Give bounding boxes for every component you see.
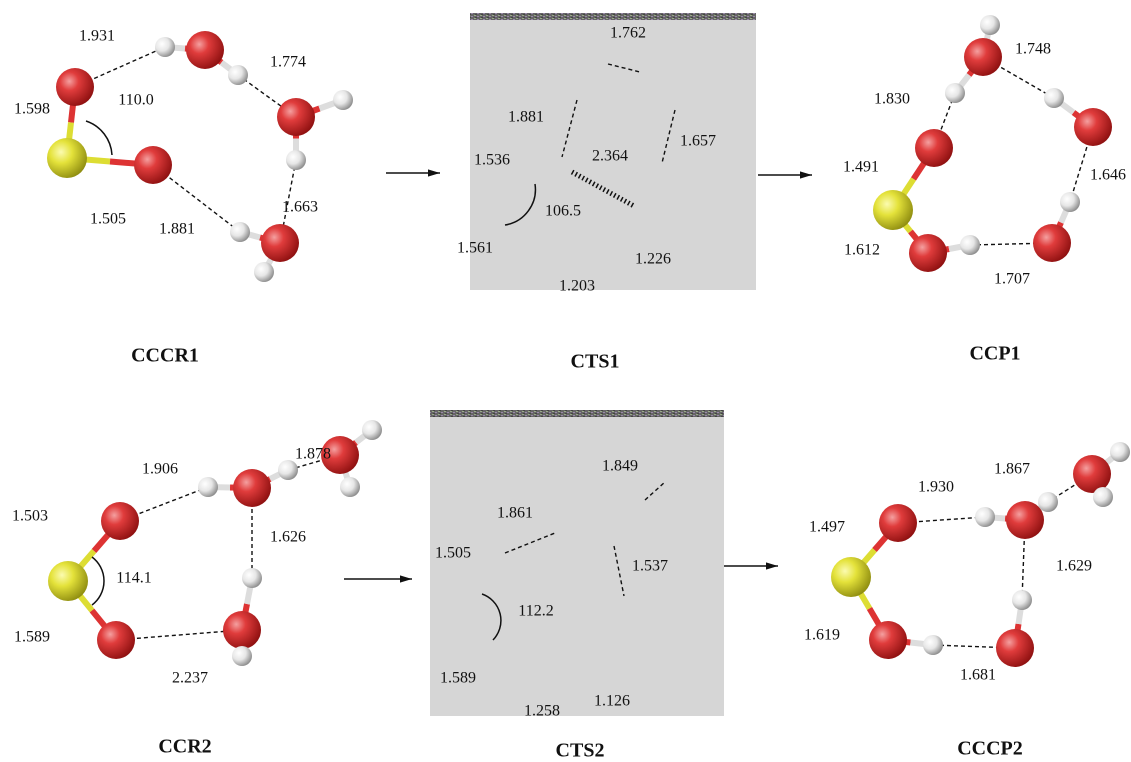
- distance-label: 1.203: [559, 278, 595, 295]
- panel-title: CTS2: [556, 740, 605, 762]
- hydrogen-atom: [945, 83, 965, 103]
- hydrogen-atom: [230, 222, 250, 242]
- distance-label: 1.505: [435, 545, 471, 562]
- distance-label: 1.226: [635, 251, 671, 268]
- distance-label: 1.830: [874, 91, 910, 108]
- distance-label: 1.258: [524, 703, 560, 720]
- distance-label: 1.536: [474, 152, 510, 169]
- distance-label: 1.646: [1090, 167, 1126, 184]
- angle-arc: [86, 121, 112, 155]
- figure: CCCR1 1.931 1.774 110.0 1.598 1.505 1.881 1.663…: [0, 0, 1131, 762]
- distance-label: 1.930: [918, 479, 954, 496]
- distance-label: 1.497: [809, 519, 845, 536]
- hydrogen-atom: [286, 150, 306, 170]
- oxygen-atom: [879, 504, 917, 542]
- distance-label: 1.861: [497, 505, 533, 522]
- hydrogen-atom: [975, 507, 995, 527]
- distance-label: 112.2: [518, 603, 553, 620]
- distance-label: 1.849: [602, 458, 638, 475]
- oxygen-atom: [56, 68, 94, 106]
- oxygen-atom: [964, 38, 1002, 76]
- distance-label: 1.867: [994, 461, 1030, 478]
- distance-label: 1.707: [994, 271, 1030, 288]
- distance-label: 1.537: [632, 558, 668, 575]
- hydrogen-atom: [923, 635, 943, 655]
- distance-label: 1.878: [295, 446, 331, 463]
- oxygen-atom: [869, 621, 907, 659]
- distance-label: 1.561: [457, 240, 493, 257]
- oxygen-atom: [277, 98, 315, 136]
- distance-label: 1.657: [680, 133, 716, 150]
- oxygen-atom: [1074, 108, 1112, 146]
- hydrogen-atom: [1044, 88, 1064, 108]
- oxygen-atom: [909, 234, 947, 272]
- hydrogen-atom: [1038, 492, 1058, 512]
- distance-label: 1.491: [843, 159, 879, 176]
- distance-label: 114.1: [116, 570, 151, 587]
- panel-title: CCP1: [969, 343, 1020, 365]
- panel-title: CCCP2: [957, 738, 1023, 760]
- distance-label: 1.762: [610, 25, 646, 42]
- distance-label: 1.629: [1056, 558, 1092, 575]
- distance-label: 110.0: [118, 92, 153, 109]
- sulfur-atom: [48, 561, 88, 601]
- distance-label: 1.612: [844, 242, 880, 259]
- oxygen-atom: [101, 502, 139, 540]
- oxygen-atom: [223, 611, 261, 649]
- distance-label: 1.619: [804, 627, 840, 644]
- oxygen-atom: [186, 31, 224, 69]
- distance-label: 1.881: [508, 109, 544, 126]
- distance-label: 1.505: [90, 211, 126, 228]
- distance-label: 1.774: [270, 54, 306, 71]
- distance-label: 1.626: [270, 529, 306, 546]
- oxygen-atom: [915, 129, 953, 167]
- oxygen-atom: [97, 621, 135, 659]
- distance-label: 1.906: [142, 461, 178, 478]
- hydrogen-atom: [228, 65, 248, 85]
- distance-label: 1.881: [159, 221, 195, 238]
- hydrogen-atom: [340, 477, 360, 497]
- hydrogen-atom: [1012, 590, 1032, 610]
- oxygen-atom: [996, 629, 1034, 667]
- hydrogen-atom: [1110, 442, 1130, 462]
- distance-label: 1.589: [440, 670, 476, 687]
- hydrogen-atom: [1093, 487, 1113, 507]
- distance-label: 106.5: [545, 203, 581, 220]
- oxygen-atom: [261, 224, 299, 262]
- sulfur-atom: [873, 190, 913, 230]
- distance-label: 2.364: [592, 148, 628, 165]
- hydrogen-atom: [960, 235, 980, 255]
- distance-label: 1.126: [594, 693, 630, 710]
- panel-title: CTS1: [571, 351, 620, 373]
- panel-title: CCR2: [158, 736, 211, 758]
- hydrogen-atom: [333, 90, 353, 110]
- angle-arc: [92, 557, 104, 605]
- distance-label: 1.598: [14, 101, 50, 118]
- oxygen-atom: [134, 146, 172, 184]
- oxygen-atom: [233, 469, 271, 507]
- oxygen-atom: [1033, 224, 1071, 262]
- distance-label: 1.681: [960, 667, 996, 684]
- hydrogen-atom: [232, 646, 252, 666]
- sulfur-atom: [831, 557, 871, 597]
- hydrogen-atom: [242, 568, 262, 588]
- panel-title: CCCR1: [131, 345, 199, 367]
- sulfur-atom: [47, 138, 87, 178]
- hydrogen-atom: [254, 262, 274, 282]
- hydrogen-atom: [278, 460, 298, 480]
- hydrogen-atom: [980, 15, 1000, 35]
- hydrogen-atom: [155, 37, 175, 57]
- hydrogen-atom: [362, 420, 382, 440]
- distance-label: 1.589: [14, 629, 50, 646]
- hydrogen-atom: [1060, 192, 1080, 212]
- distance-label: 1.748: [1015, 41, 1051, 58]
- oxygen-atom: [1006, 501, 1044, 539]
- distance-label: 1.663: [282, 199, 318, 216]
- hydrogen-atom: [198, 477, 218, 497]
- distance-label: 1.931: [79, 28, 115, 45]
- distance-label: 1.503: [12, 508, 48, 525]
- distance-label: 2.237: [172, 670, 208, 687]
